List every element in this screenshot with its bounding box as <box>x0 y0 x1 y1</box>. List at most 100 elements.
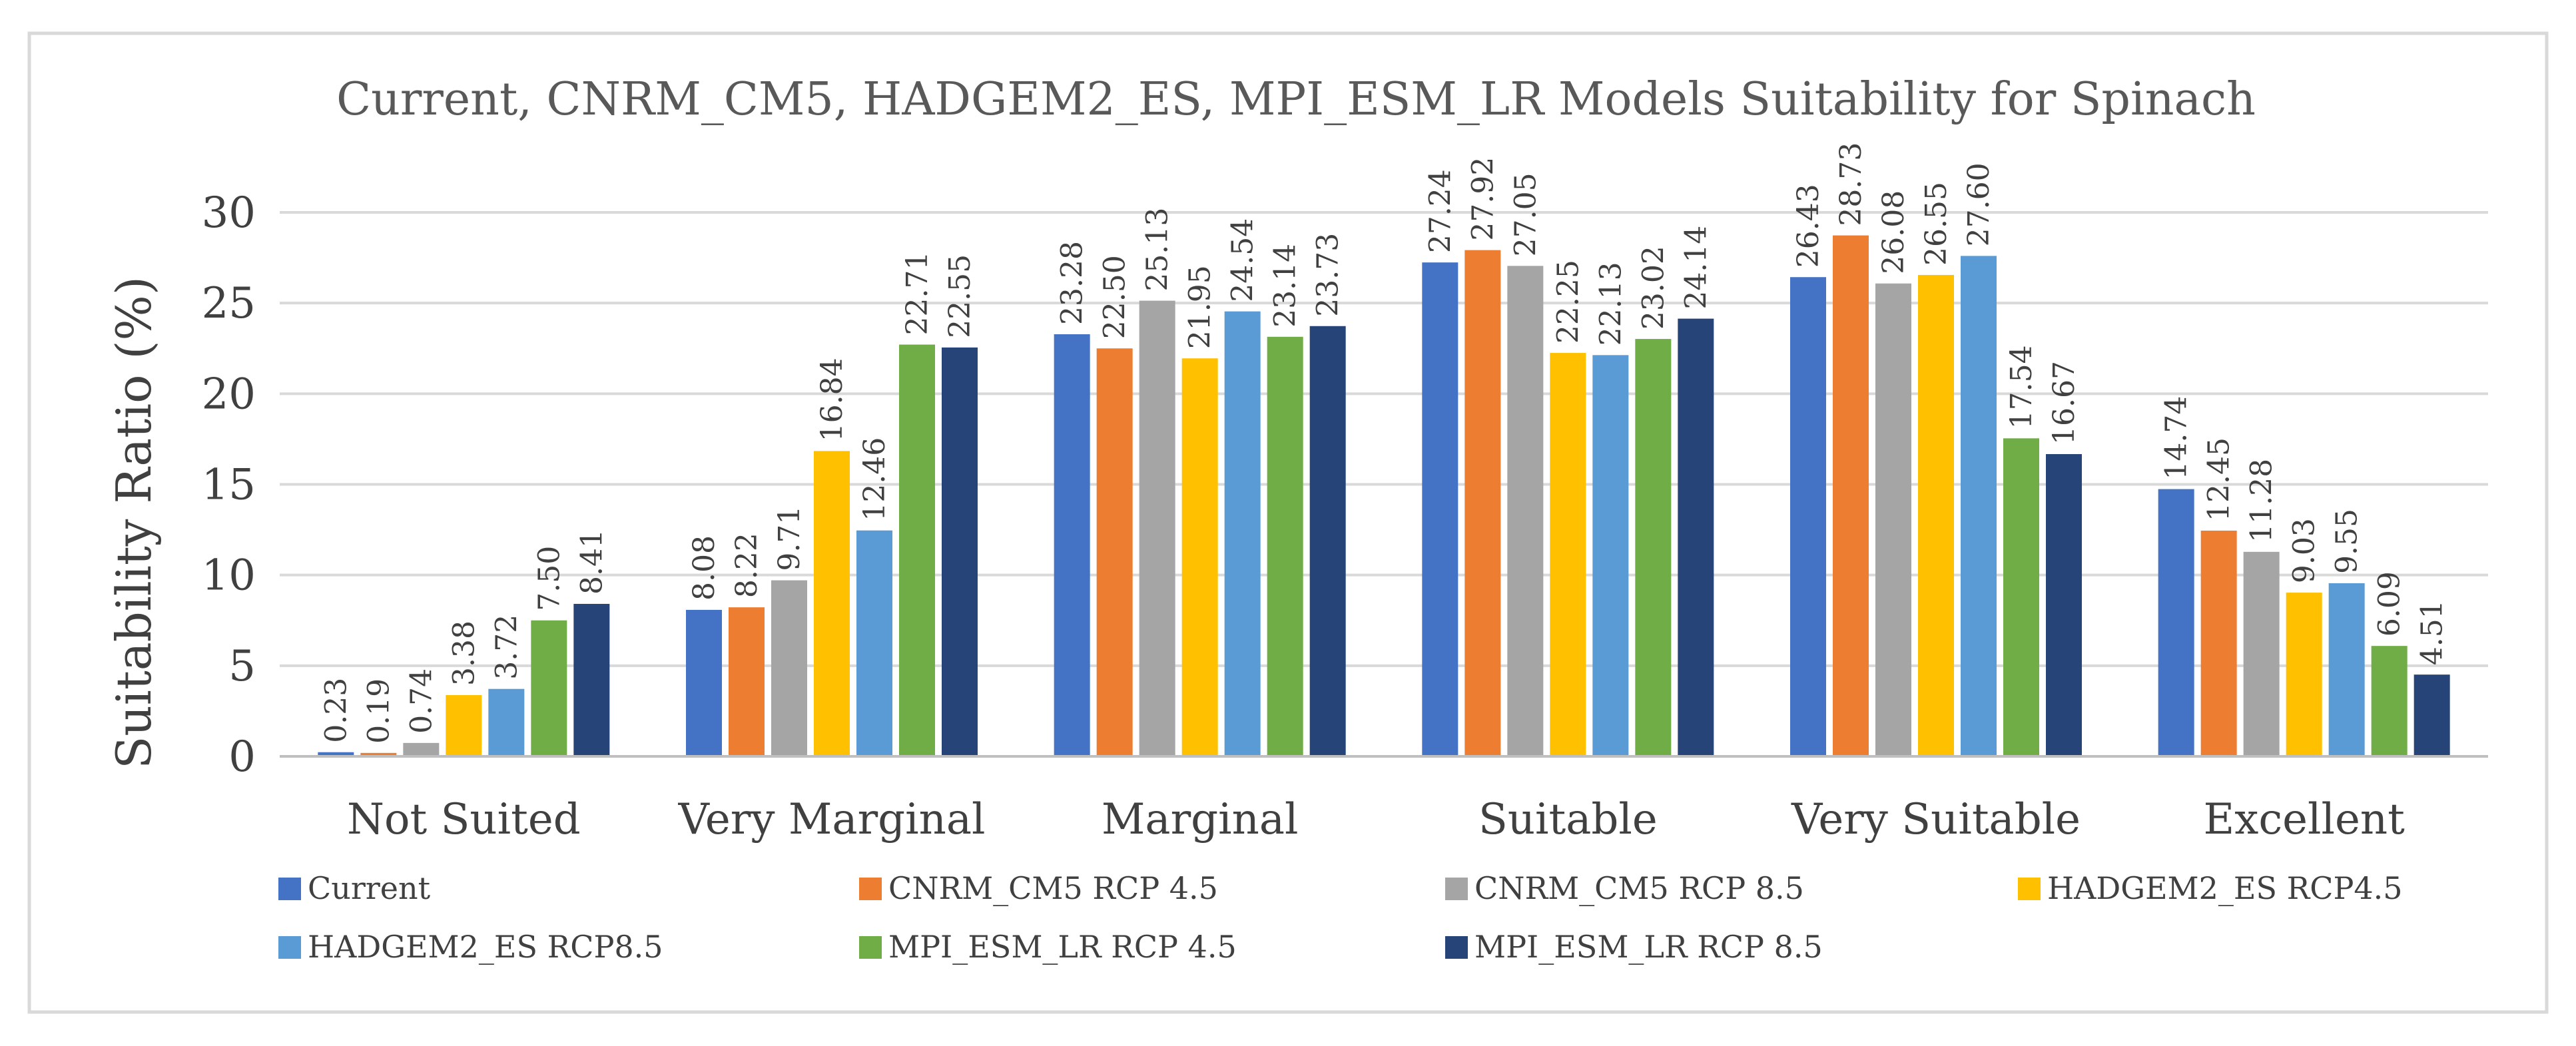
legend-item: MPI_ESM_LR RCP 8.5 <box>1445 929 1823 965</box>
legend-label: CNRM_CM5 RCP 4.5 <box>888 870 1218 906</box>
data-label: 22.55 <box>943 254 977 338</box>
legend-label: MPI_ESM_LR RCP 4.5 <box>888 929 1237 965</box>
bar <box>814 451 850 756</box>
x-axis-ticks: Not Suited Very Marginal Marginal Suitable V… <box>347 795 2405 844</box>
legend-swatch <box>278 936 301 959</box>
bar <box>899 344 935 756</box>
data-label: 27.92 <box>1466 157 1500 241</box>
data-label: 23.14 <box>1269 244 1303 328</box>
bar <box>1635 339 1672 757</box>
bar <box>1918 274 1954 757</box>
bar <box>2414 674 2450 756</box>
data-label: 22.25 <box>1551 260 1585 344</box>
bar <box>1054 334 1090 756</box>
bar <box>1181 358 1218 756</box>
data-label: 22.13 <box>1594 262 1628 346</box>
bar <box>942 347 978 756</box>
x-tick-label: Not Suited <box>347 795 581 844</box>
data-label: 7.50 <box>532 546 566 611</box>
bar <box>360 752 397 756</box>
legend-label: CNRM_CM5 RCP 8.5 <box>1474 870 1804 906</box>
bar <box>403 742 440 756</box>
bar <box>2200 530 2237 756</box>
legend-item: CNRM_CM5 RCP 4.5 <box>859 870 1218 906</box>
legend-item: HADGEM2_ES RCP8.5 <box>278 929 663 965</box>
legend-label: MPI_ESM_LR RCP 8.5 <box>1474 929 1823 965</box>
bar <box>1961 256 1997 756</box>
bar <box>488 688 525 756</box>
y-tick-label: 20 <box>202 370 256 419</box>
y-tick-label: 5 <box>228 642 256 691</box>
bar <box>446 694 482 756</box>
data-label: 3.38 <box>447 621 481 686</box>
data-label: 27.24 <box>1423 169 1457 253</box>
legend-swatch <box>859 878 882 900</box>
bar <box>1139 300 1175 756</box>
chart-title: Current, CNRM_CM5, HADGEM2_ES, MPI_ESM_L… <box>336 73 2256 126</box>
gridlines <box>280 211 2488 667</box>
data-label: 0.23 <box>319 678 353 743</box>
data-label: 14.74 <box>2160 396 2194 480</box>
data-label: 25.13 <box>1141 208 1175 292</box>
data-label: 22.50 <box>1098 255 1132 339</box>
data-label: 26.08 <box>1877 190 1911 274</box>
data-label: 22.71 <box>900 252 934 336</box>
bar <box>2286 593 2322 756</box>
y-tick-label: 10 <box>202 551 256 601</box>
bar <box>1267 336 1303 756</box>
x-tick-label: Very Marginal <box>678 795 986 844</box>
bar <box>1309 326 1346 756</box>
legend-item: MPI_ESM_LR RCP 4.5 <box>859 929 1237 965</box>
data-label: 28.73 <box>1834 142 1868 226</box>
legend-swatch <box>1445 936 1468 959</box>
x-tick-label: Marginal <box>1102 795 1299 844</box>
y-tick-label: 25 <box>202 279 256 328</box>
bar <box>856 530 892 756</box>
data-label: 12.46 <box>858 437 892 521</box>
bar <box>1422 262 1458 756</box>
bars <box>318 235 2450 757</box>
bar <box>2243 551 2280 756</box>
legend-label: Current <box>308 870 431 906</box>
x-tick-label: Excellent <box>2204 795 2406 844</box>
bar <box>1550 353 1586 756</box>
legend-item: CNRM_CM5 RCP 8.5 <box>1445 870 1804 906</box>
bar <box>318 752 354 756</box>
data-label: 21.95 <box>1183 265 1217 349</box>
data-label: 16.67 <box>2047 361 2081 445</box>
bar <box>1592 355 1629 756</box>
bar <box>2003 438 2039 756</box>
bar <box>1875 283 1911 757</box>
bar <box>771 580 807 756</box>
bar <box>1790 277 1826 756</box>
data-label: 16.84 <box>815 358 849 441</box>
bar <box>573 603 610 756</box>
bar <box>531 620 567 756</box>
bar <box>1096 348 1133 756</box>
y-axis-ticks: 0 5 10 15 20 25 30 <box>202 188 256 782</box>
data-label: 24.54 <box>1226 218 1260 302</box>
data-labels: 0.23 0.19 0.74 3.38 3.72 7.50 8.41 8.08 8.22 9.71… <box>319 142 2449 744</box>
data-label: 23.28 <box>1056 241 1090 325</box>
data-label: 4.51 <box>2415 600 2449 665</box>
data-label: 0.19 <box>362 678 396 744</box>
bar <box>2158 489 2194 756</box>
data-label: 9.71 <box>773 506 806 571</box>
data-label: 26.43 <box>1791 184 1825 268</box>
legend-label: HADGEM2_ES RCP4.5 <box>2047 870 2403 906</box>
data-label: 8.41 <box>575 529 609 595</box>
data-label: 23.73 <box>1311 233 1345 317</box>
x-tick-label: Very Suitable <box>1791 795 2081 844</box>
bar <box>729 607 765 756</box>
bar <box>1507 266 1544 756</box>
bar <box>1833 235 1869 757</box>
bar <box>2371 646 2408 756</box>
bar <box>686 609 722 756</box>
data-label: 26.55 <box>1919 182 1953 266</box>
legend: Current CNRM_CM5 RCP 4.5 CNRM_CM5 RCP 8.5 H… <box>278 870 2403 965</box>
data-label: 6.09 <box>2373 571 2407 637</box>
data-label: 9.03 <box>2288 518 2322 583</box>
legend-swatch <box>2018 878 2041 900</box>
data-label: 27.60 <box>1962 162 1996 246</box>
